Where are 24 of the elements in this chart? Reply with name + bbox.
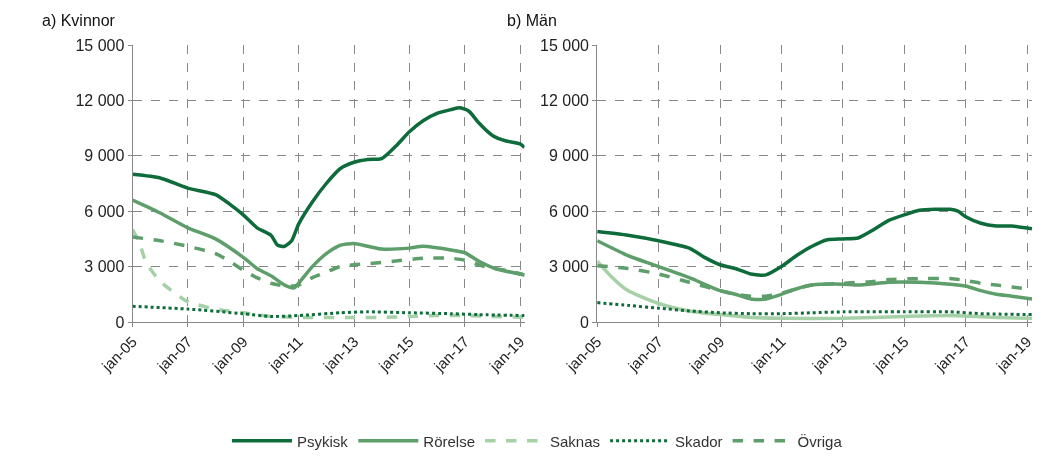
y-tick-label: 9 000 bbox=[84, 147, 125, 165]
y-tick-label: 3 000 bbox=[548, 258, 590, 276]
legend-label: Saknas bbox=[550, 432, 601, 450]
y-tick-label: 9 000 bbox=[548, 147, 590, 165]
y-tick-label: 6 000 bbox=[84, 202, 125, 220]
line-series bbox=[132, 106, 525, 249]
chart-title: a) Kvinnor bbox=[42, 12, 116, 29]
line-series bbox=[597, 239, 1033, 301]
y-tick-label: 3 000 bbox=[84, 258, 125, 276]
legend-label: Psykisk bbox=[297, 432, 349, 450]
legend-label: Övriga bbox=[797, 432, 843, 450]
chart-title: b) Män bbox=[507, 12, 557, 29]
line-series bbox=[132, 304, 525, 318]
y-tick-label: 6 000 bbox=[548, 202, 590, 220]
legend-label: Skador bbox=[675, 432, 723, 450]
y-tick-label: 0 bbox=[115, 313, 125, 331]
legend-label: Rörelse bbox=[423, 432, 476, 450]
line-series bbox=[597, 301, 1033, 317]
y-tick-label: 0 bbox=[580, 313, 590, 331]
y-tick-label: 12 000 bbox=[75, 92, 125, 109]
y-tick-label: 15 000 bbox=[75, 36, 125, 54]
y-tick-label: 12 000 bbox=[540, 92, 590, 109]
y-tick-label: 15 000 bbox=[540, 36, 590, 54]
line-series bbox=[597, 207, 1033, 277]
